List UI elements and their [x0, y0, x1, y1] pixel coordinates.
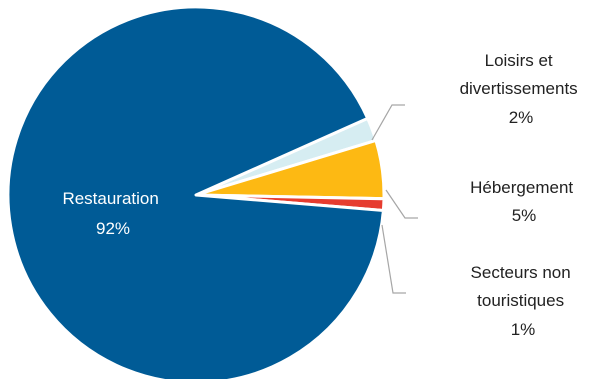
leader-line-hebergement — [385, 189, 418, 219]
pie-slices — [6, 5, 386, 379]
leader-line-loisirs — [371, 104, 405, 141]
leader-line-secteurs — [381, 224, 406, 294]
slice-label-hebergement: Hébergement 5% — [470, 178, 578, 225]
slice-label-secteurs: Secteurs non touristiques 1% — [471, 263, 576, 339]
slice-label-restauration: Restauration 92% — [62, 189, 163, 238]
slice-label-loisirs: Loisirs et divertissements 2% — [460, 51, 583, 127]
slice-restauration — [6, 5, 385, 379]
